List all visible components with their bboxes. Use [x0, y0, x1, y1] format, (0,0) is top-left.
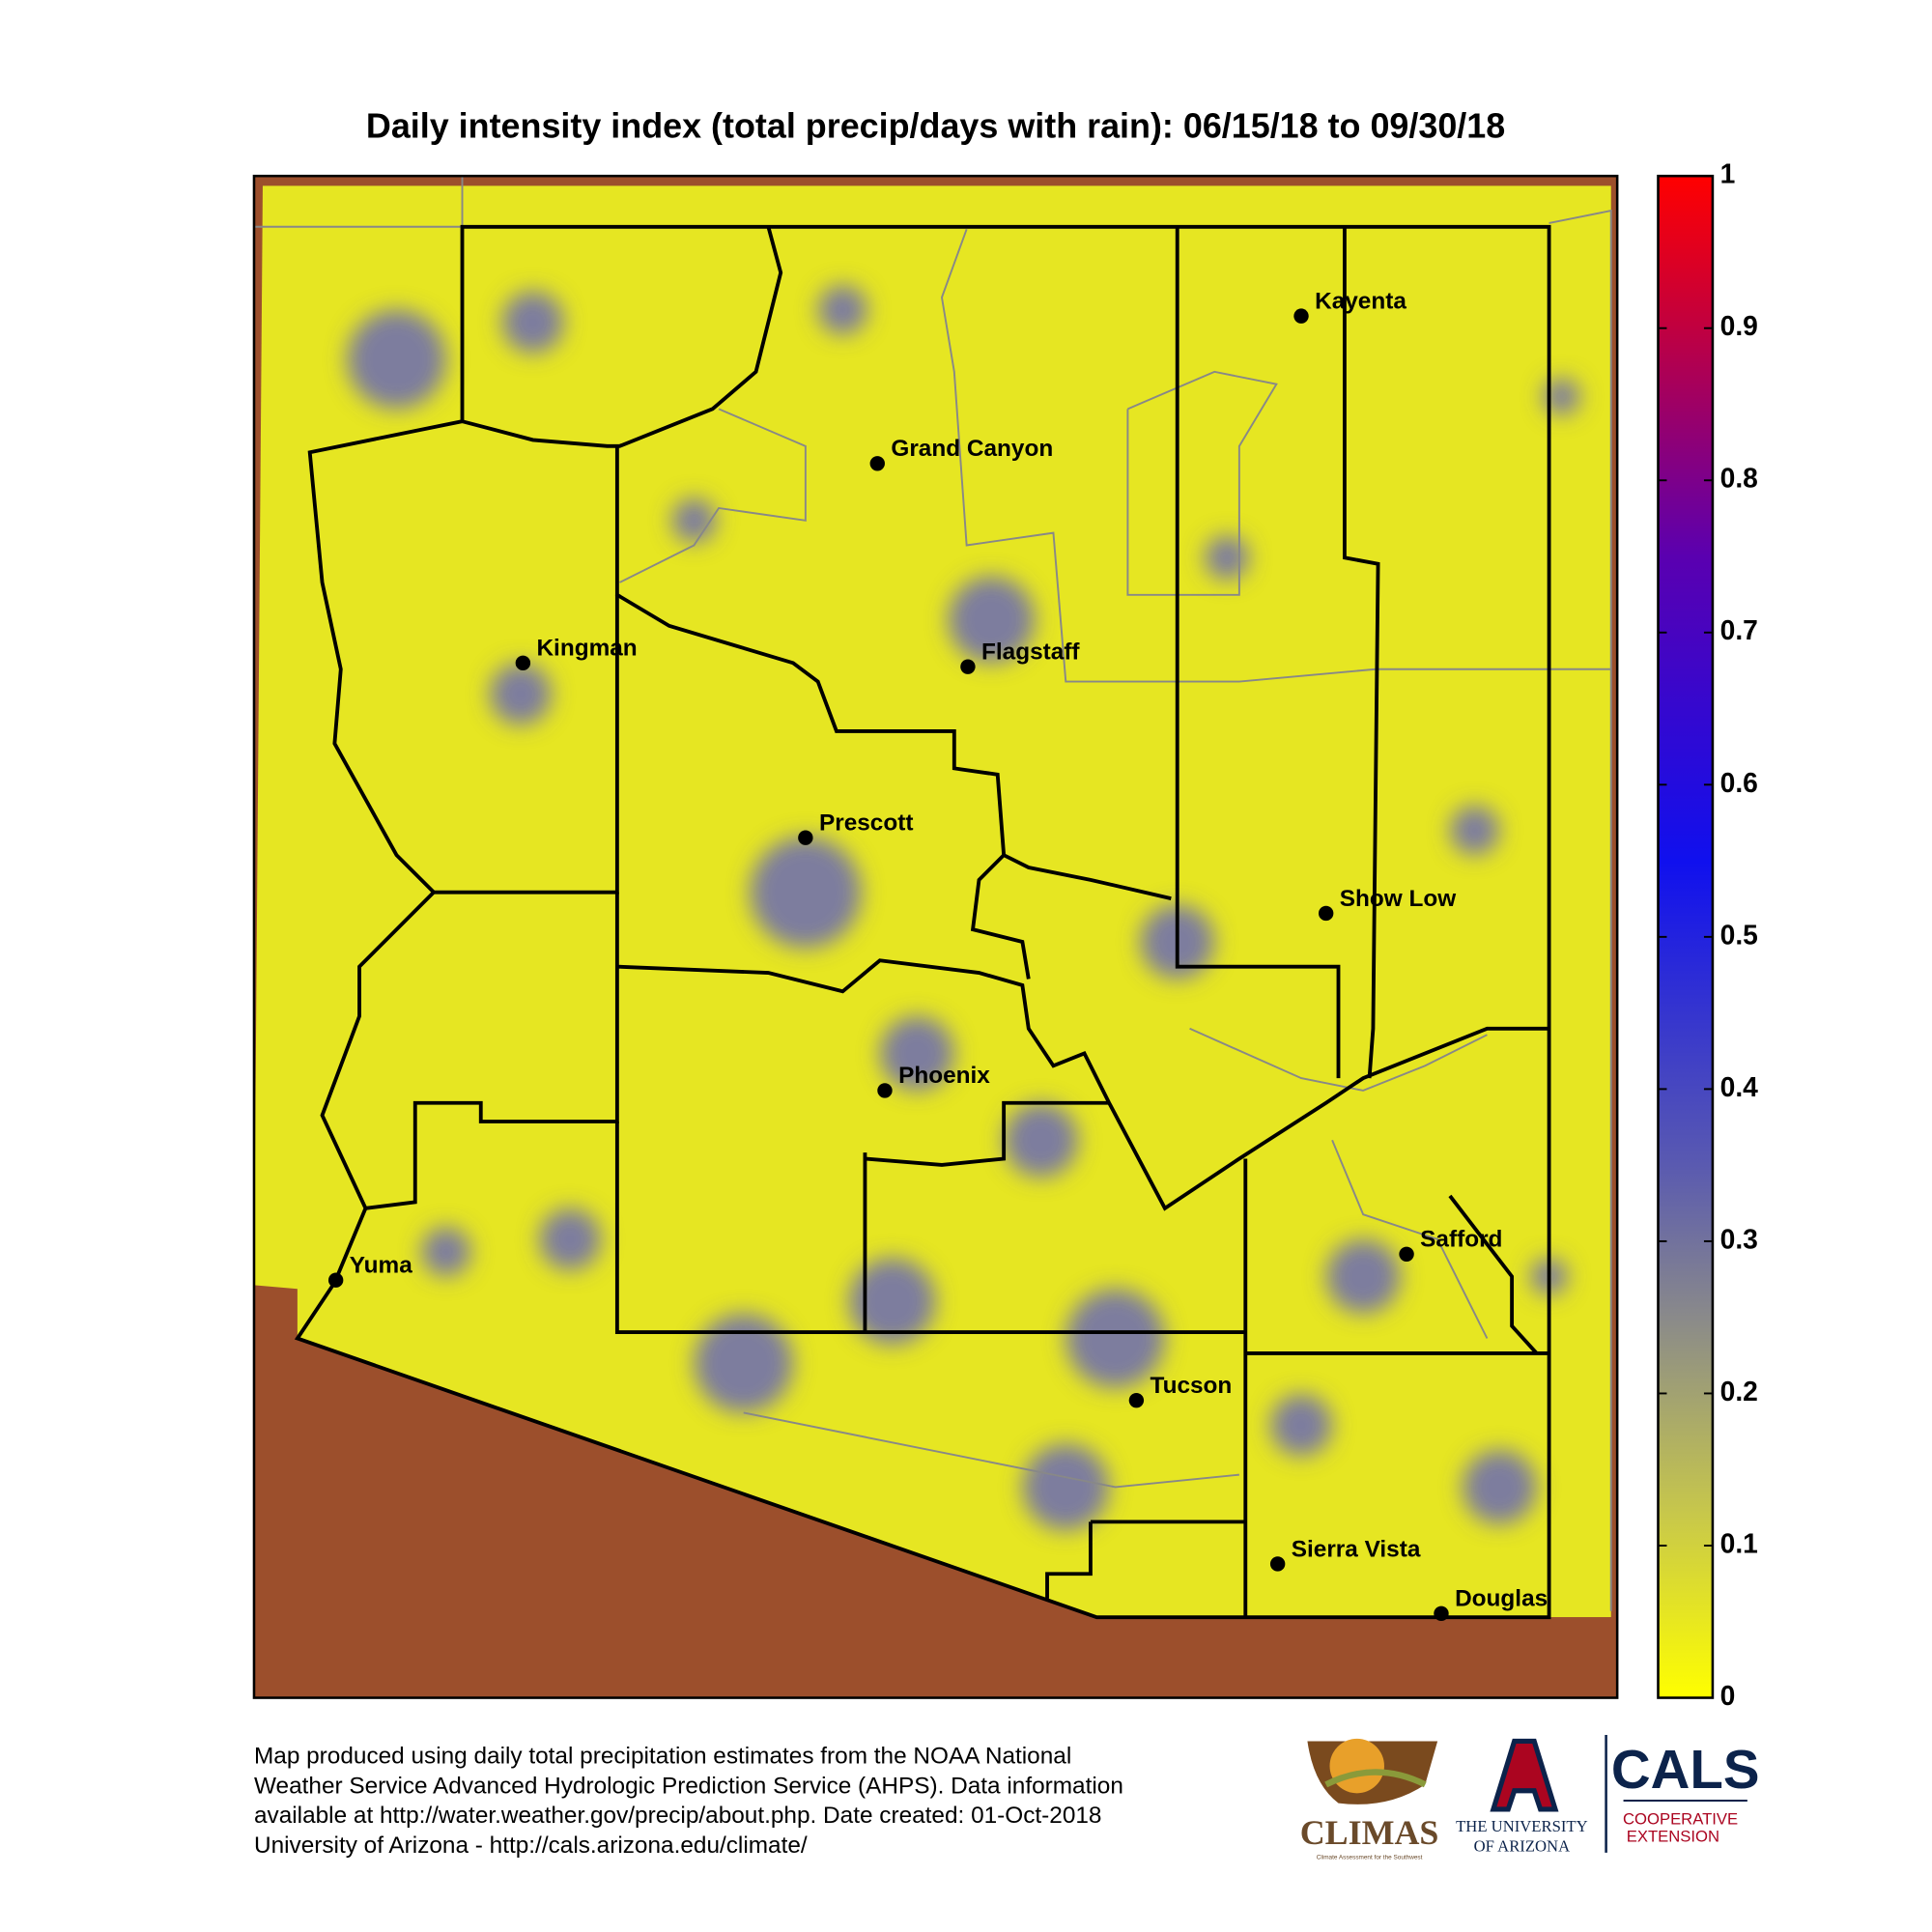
footer-line: Map produced using daily total precipita…: [254, 1744, 1071, 1770]
shading-blob: [879, 1015, 954, 1091]
city-marker: [869, 456, 885, 471]
climas-logo: CLIMAS Climate Assessment for the Southw…: [1300, 1738, 1439, 1861]
shading-blob: [1022, 1443, 1110, 1531]
shading-blob: [347, 309, 446, 410]
colorbar-tick-label: 0.1: [1720, 1527, 1758, 1558]
city-marker: [1434, 1605, 1449, 1621]
ua-logo: THE UNIVERSITY OF ARIZONA: [1456, 1738, 1588, 1856]
colorbar-tick-label: 0.7: [1720, 614, 1758, 645]
colorbar-tick-label: 0.9: [1720, 310, 1758, 341]
city-label: Grand Canyon: [891, 436, 1053, 462]
city-label: Yuma: [350, 1253, 412, 1279]
city-marker: [1293, 308, 1309, 324]
city-marker: [798, 830, 813, 845]
shading-blob: [1204, 535, 1250, 581]
climas-subtitle: Climate Assessment for the Southwest: [1317, 1854, 1423, 1861]
colorbar-tick-label: 0.2: [1720, 1376, 1758, 1406]
shading-blob: [948, 576, 1036, 664]
city-marker: [1269, 1556, 1286, 1572]
city-label: Safford: [1420, 1227, 1502, 1253]
colorbar-tick-label: 1: [1720, 158, 1736, 189]
city-marker: [1399, 1246, 1414, 1262]
ua-name-2: OF ARIZONA: [1474, 1837, 1570, 1856]
climas-name: CLIMAS: [1300, 1813, 1439, 1852]
cals-sub-1: COOPERATIVE: [1623, 1809, 1738, 1828]
city-label: Show Low: [1340, 886, 1456, 912]
city-label: Prescott: [819, 810, 913, 837]
city-label: Flagstaff: [981, 639, 1080, 665]
intensity-shading: [347, 285, 1580, 1531]
shading-blob: [1065, 1289, 1165, 1388]
city-marker: [1318, 905, 1334, 922]
boundaries-minor: [253, 176, 1612, 1611]
shading-blob: [501, 291, 564, 354]
city-label: Kingman: [536, 636, 637, 662]
shading-blob: [694, 1313, 794, 1413]
shading-blob: [750, 836, 862, 949]
cities: Kayenta Grand Canyon Kingman Flagstaff Presc…: [327, 288, 1548, 1621]
ua-name-1: THE UNIVERSITY: [1456, 1817, 1587, 1835]
colorbar-tick-label: 0.5: [1720, 919, 1758, 950]
shading-blob: [1269, 1394, 1333, 1457]
cals-name: CALS: [1611, 1739, 1760, 1800]
shading-blob: [1449, 805, 1500, 856]
no-data-area: [253, 1285, 1618, 1698]
map-frame: [252, 174, 1619, 1699]
colorbar-tick-label: 0.6: [1720, 767, 1758, 798]
city-label: Kayenta: [1315, 288, 1406, 314]
cals-sub-2: EXTENSION: [1627, 1827, 1719, 1845]
footer-line: University of Arizona - http://cals.ariz…: [254, 1833, 808, 1859]
boundaries: [294, 224, 1551, 1620]
map: Kayenta Grand Canyon Kingman Flagstaff Presc…: [253, 176, 1618, 1698]
cals-logo: CALS COOPERATIVE EXTENSION: [1611, 1739, 1760, 1845]
footer-line: Weather Service Advanced Hydrologic Pred…: [254, 1773, 1123, 1799]
city-label: Phoenix: [898, 1063, 990, 1089]
shading-blob: [817, 285, 868, 335]
colorbar-tick-label: 0.8: [1720, 463, 1758, 494]
colorbar-tick-label: 0.4: [1720, 1071, 1759, 1102]
colorbar-tick-label: 0.3: [1720, 1223, 1758, 1254]
shading-blob: [1543, 378, 1580, 415]
footer: Map produced using daily total precipita…: [254, 1744, 1123, 1859]
shading-blob: [489, 663, 552, 725]
shading-blob: [1462, 1449, 1537, 1524]
shading-blob: [1004, 1102, 1079, 1178]
map-title: Daily intensity index (total precip/days…: [366, 105, 1505, 145]
shading-blob: [671, 497, 717, 543]
shading-blob: [421, 1227, 471, 1277]
city-label: Sierra Vista: [1292, 1536, 1421, 1562]
shading-blob: [848, 1258, 936, 1345]
shading-blob: [539, 1208, 602, 1270]
city-label: Tucson: [1151, 1373, 1233, 1399]
city-marker: [327, 1272, 344, 1288]
city-marker: [515, 655, 531, 671]
city-marker: [960, 659, 976, 674]
city-marker: [1128, 1392, 1145, 1408]
colorbar-tick-label: 0: [1720, 1680, 1736, 1711]
colorbar-ticks: 0 0.1 0.2 0.3 0.4 0.5 0.6 0.7 0.8 0.9 1: [1658, 158, 1758, 1711]
footer-line: available at http://water.weather.gov/pr…: [254, 1803, 1101, 1829]
city-label: Douglas: [1455, 1586, 1548, 1612]
shading-blob: [1325, 1238, 1401, 1314]
city-marker: [877, 1083, 893, 1098]
